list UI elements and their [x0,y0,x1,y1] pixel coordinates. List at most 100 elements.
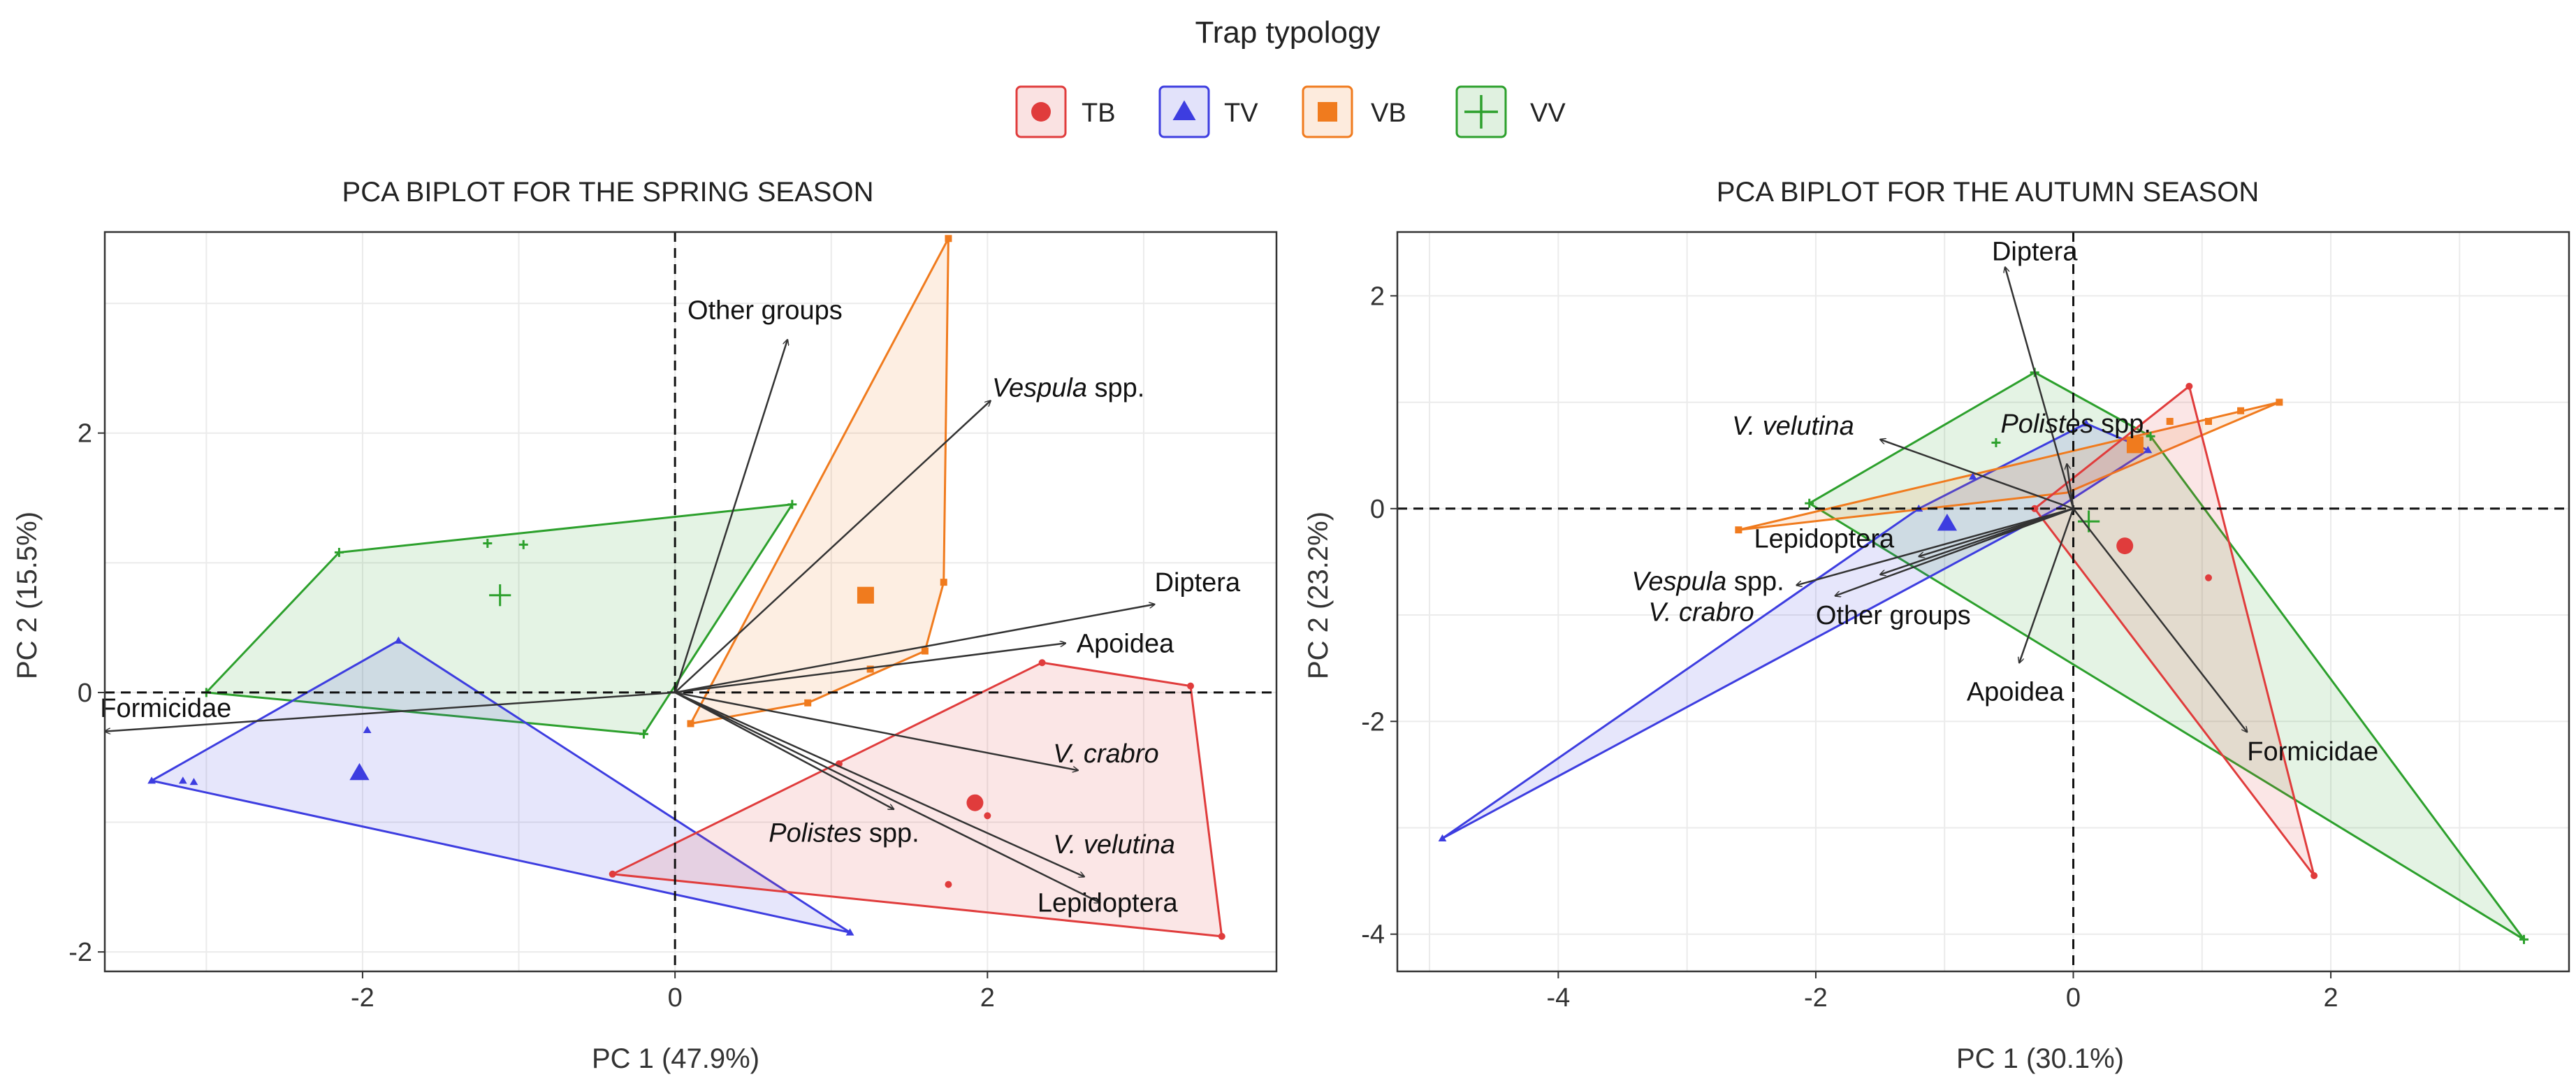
autumn-chart-title: PCA BIPLOT FOR THE AUTUMN SEASON [1717,177,2259,208]
spring-point-tv [845,928,854,936]
spring-point-vb [945,235,952,242]
legend-label-tv: TV [1224,99,1258,128]
autumn-x-axis-label: PC 1 (30.1%) [1956,1043,2124,1074]
autumn-x-tick-label: -2 [1804,983,1828,1013]
spring-loading-arrow [674,691,1078,770]
legend-triangle-icon [1172,100,1196,120]
spring-point-tb [1038,659,1046,667]
spring-centroid-tb [966,794,984,811]
autumn-point-tv [2082,419,2090,427]
spring-point-vv [518,540,528,549]
autumn-loading-label: Diptera [1992,237,2078,266]
autumn-centroid-tb [2116,537,2134,555]
autumn-y-axis-label: PC 2 (23.2%) [1303,512,1334,679]
spring-point-vb [921,647,929,655]
spring-loading-label-italic: Polistes [769,818,861,848]
autumn-loading-arrow [2005,267,2074,509]
legend-square-icon [1318,102,1337,122]
autumn-loading-label: Other groups [1816,601,1971,630]
autumn-biplot-panel: PCA BIPLOT FOR THE AUTUMN SEASON PC 1 (3… [1303,177,2570,1074]
spring-point-tv [178,776,187,784]
autumn-point-tb [2031,505,2039,512]
spring-chart-title: PCA BIPLOT FOR THE SPRING SEASON [342,177,874,208]
spring-y-tick-label: 0 [78,679,92,708]
spring-panel-border [103,231,1278,973]
autumn-loading-label-italic: Vespula [1631,567,1726,596]
autumn-loading-label-rest: spp. [1726,567,1784,596]
autumn-point-vb [2237,407,2245,414]
spring-loading-label: Other groups [687,296,843,325]
spring-loading-label: Diptera [1155,568,1241,598]
spring-loading-arrow [674,400,991,693]
spring-point-tb [984,812,991,820]
spring-loading-label: Vespula spp. [992,374,1144,403]
autumn-loading-label-italic: Polistes [2000,410,2093,439]
spring-y-tick-label: -2 [68,938,92,967]
spring-centroid-vv [489,584,511,607]
spring-point-tv [147,776,156,784]
legend-label-vv: VV [1530,99,1566,128]
autumn-loading-label: Formicidae [2247,737,2378,767]
spring-point-vb [866,665,874,673]
autumn-loading-label: V. velutina [1732,412,1854,441]
spring-x-axis-label: PC 1 (47.9%) [592,1043,759,1074]
autumn-centroid-vb [2126,436,2144,454]
spring-point-tb [1187,682,1195,690]
autumn-hull-vb [1737,401,2280,531]
spring-loading-arrow [674,691,1100,903]
legend-label-tb: TB [1082,99,1116,128]
spring-loading-label: Polistes spp. [769,818,919,848]
autumn-point-vv [1991,437,2001,447]
autumn-loading-arrow [2072,508,2248,732]
autumn-loading-arrow [1880,440,2074,509]
autumn-point-vb [2166,417,2174,425]
autumn-point-tv [2144,446,2153,454]
autumn-panel-border [1396,231,2570,973]
spring-y-axis-label: PC 2 (15.5%) [12,512,43,679]
autumn-x-tick-label: 2 [2324,983,2338,1013]
autumn-point-tb [2311,871,2318,879]
spring-point-tb [1218,932,1225,940]
spring-loading-label-rest: spp. [861,818,919,848]
autumn-y-tick-label: 0 [1370,495,1385,524]
autumn-x-tick-label: 0 [2066,983,2081,1013]
autumn-loading-label: Vespula spp. [1631,567,1784,596]
autumn-point-tv [1968,472,1977,480]
autumn-centroid-tv [1937,513,1958,531]
autumn-loading-label: Lepidoptera [1754,524,1895,553]
autumn-point-vv [2146,431,2155,441]
autumn-point-vb [1735,526,1742,534]
spring-loading-label: Formicidae [100,694,231,723]
spring-point-vb [687,720,694,727]
autumn-loading-arrow [2067,464,2074,509]
spring-centroid-tv [349,762,370,781]
autumn-point-vb [2205,417,2212,425]
spring-loading-arrow [674,643,1065,694]
spring-loading-arrow [674,691,1084,877]
autumn-point-tb [2185,382,2193,390]
autumn-y-tick-label: -2 [1361,707,1385,737]
spring-point-vb [940,579,947,586]
spring-loading-label: V. velutina [1053,830,1175,860]
autumn-y-tick-label: 2 [1370,282,1385,311]
autumn-loading-arrow [1835,507,2074,596]
spring-loading-label: Lepidoptera [1038,889,1179,918]
spring-point-vv [787,500,797,509]
spring-x-tick-label: -2 [351,983,374,1013]
autumn-loading-label-italic: V. velutina [1732,412,1854,441]
legend-circle-icon [1031,102,1051,122]
spring-loading-arrow [105,691,676,732]
autumn-loading-label-italic: V. crabro [1648,598,1754,627]
spring-x-tick-label: 2 [980,983,995,1013]
spring-y-tick-label: 2 [78,419,92,449]
autumn-loading-label-rest: spp. [2094,410,2151,439]
spring-loading-arrow [674,691,894,809]
spring-point-vv [483,538,493,548]
spring-loading-label-italic: V. crabro [1053,739,1158,769]
autumn-point-tv [1438,834,1447,841]
spring-loading-label: V. crabro [1053,739,1158,769]
autumn-loading-arrow [1880,507,2074,574]
legend-label-vb: VB [1371,99,1406,128]
autumn-loading-label: V. crabro [1648,598,1754,627]
spring-loading-label: Apoidea [1077,629,1174,658]
